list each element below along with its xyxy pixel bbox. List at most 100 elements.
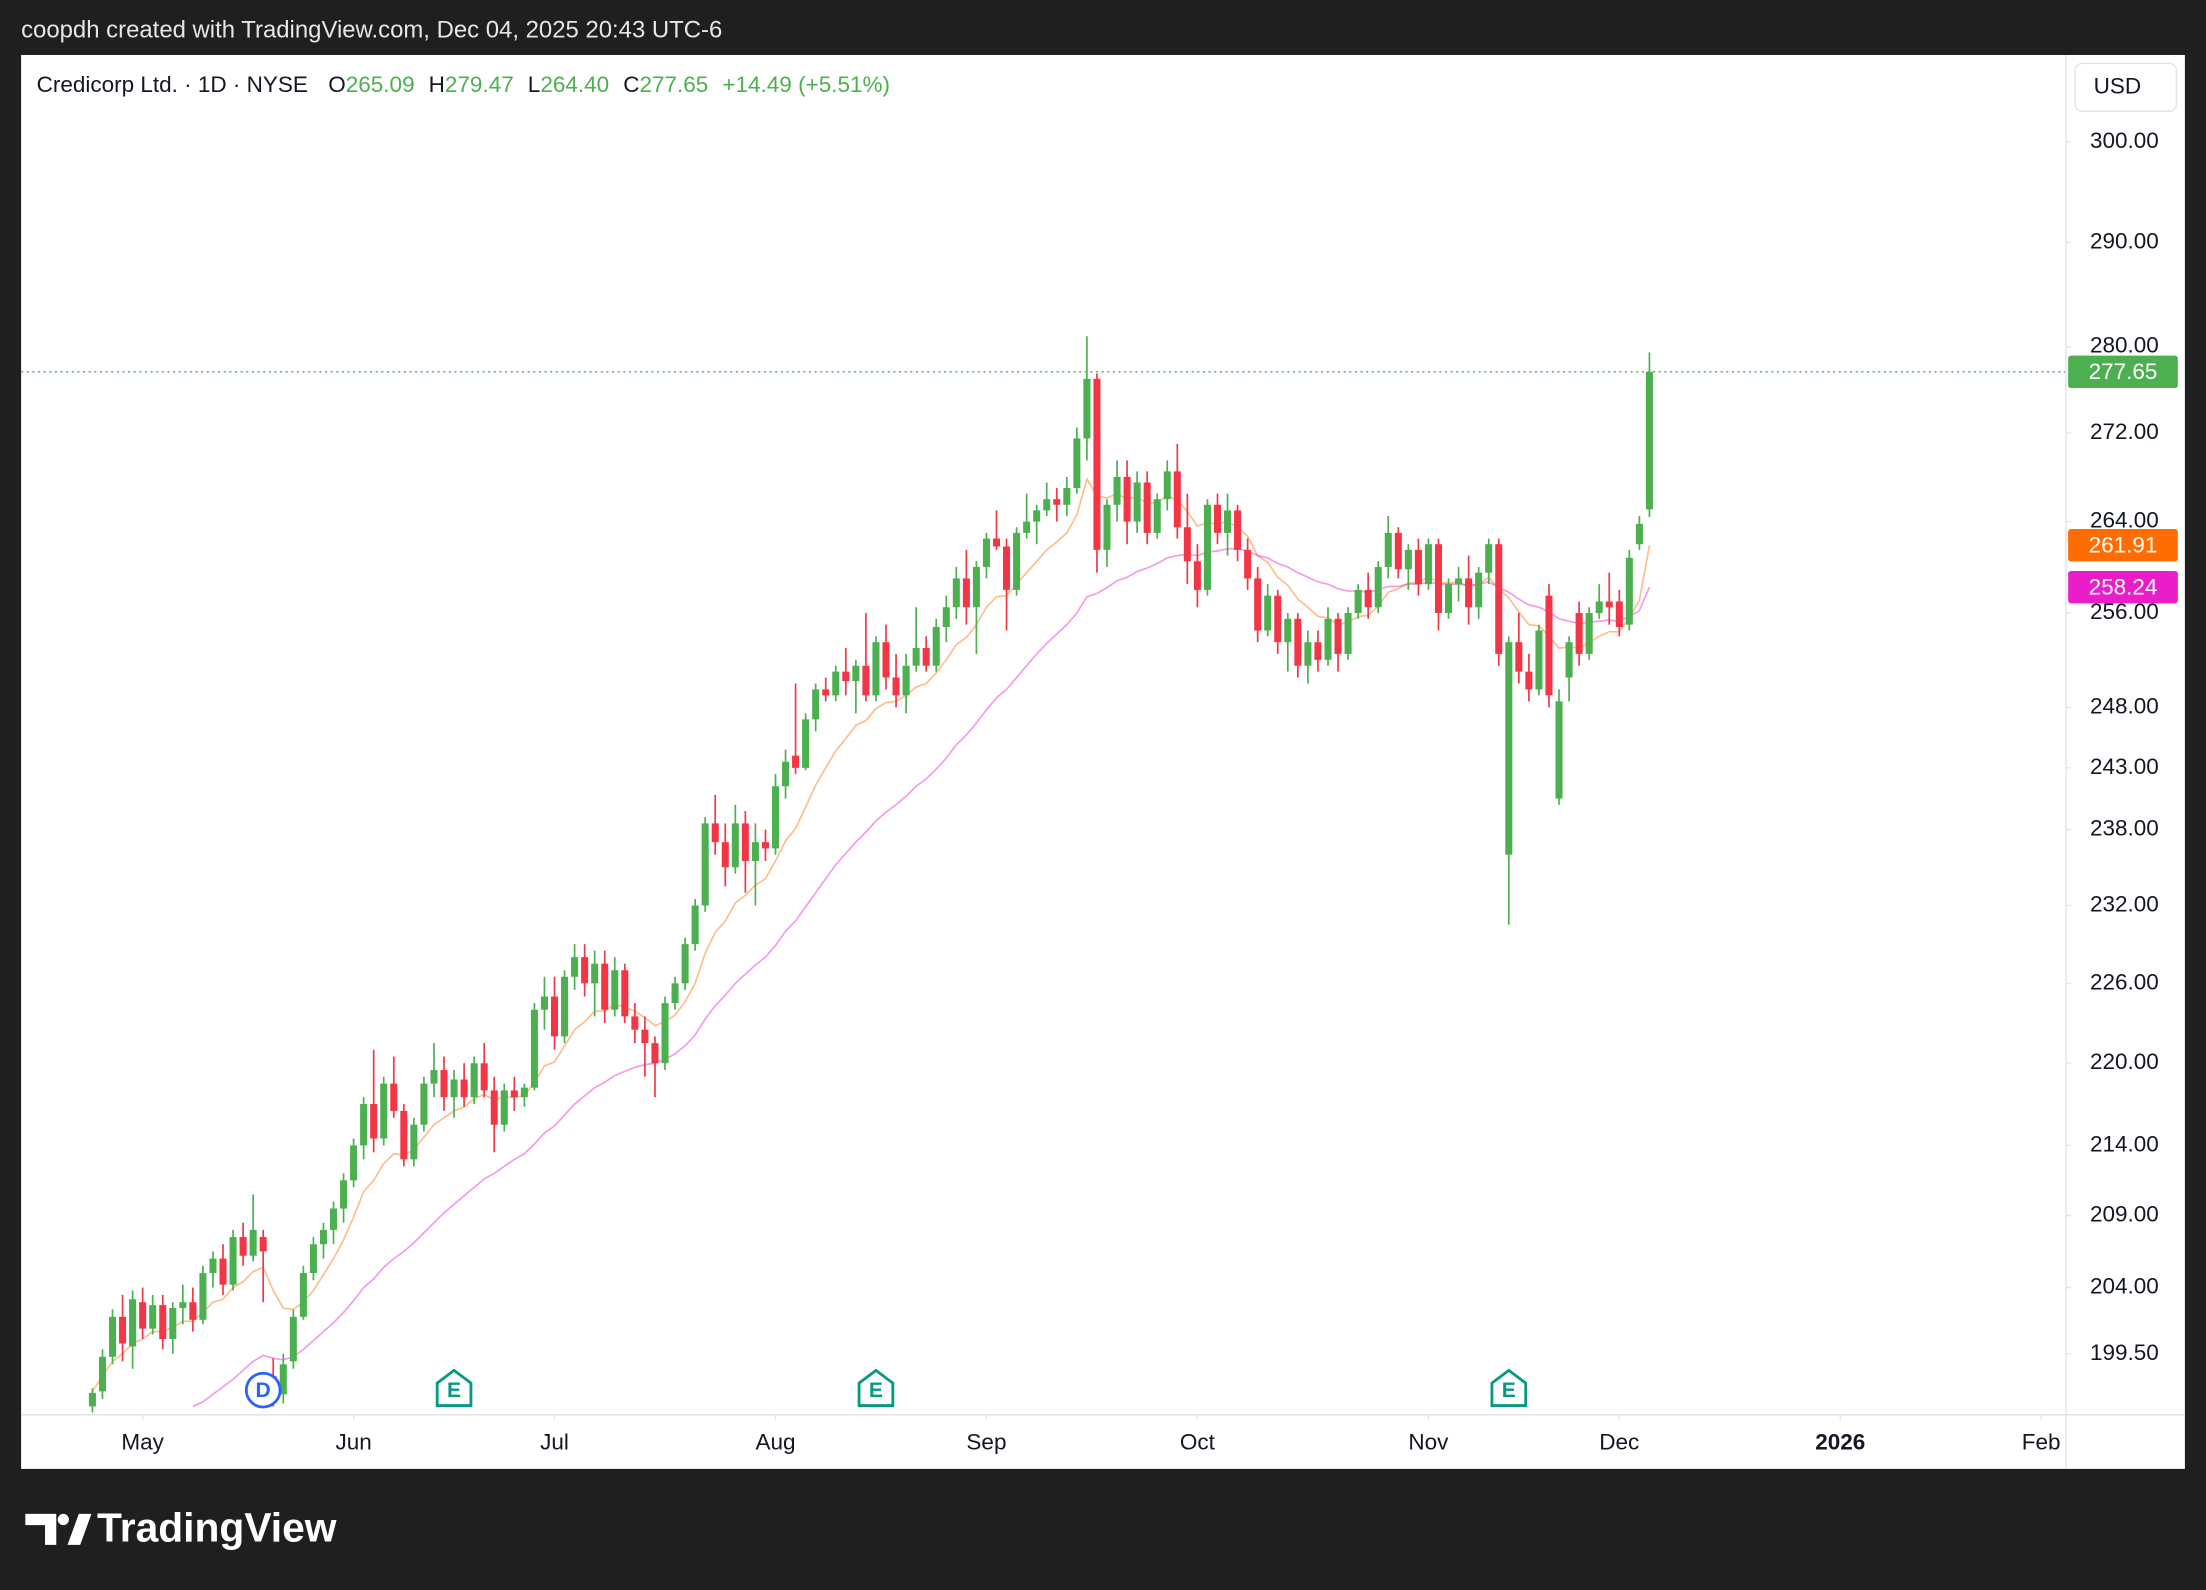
event-marker xyxy=(435,1368,473,1407)
price-tag xyxy=(2068,355,2178,389)
candle-body xyxy=(209,1258,217,1274)
candle-body xyxy=(1203,504,1211,590)
candle-body xyxy=(530,1009,538,1088)
candle-body xyxy=(771,786,780,849)
candle-body xyxy=(199,1273,207,1320)
candle-body xyxy=(1324,618,1332,660)
candle-body xyxy=(782,761,790,787)
candle-body xyxy=(862,665,870,696)
candle-body xyxy=(460,1079,468,1098)
y-tick-label: 248.00 xyxy=(2090,693,2159,718)
event-label: E xyxy=(447,1379,461,1402)
y-tick-label: 280.00 xyxy=(2090,333,2159,358)
candle-body xyxy=(1053,499,1061,505)
moving-average xyxy=(91,477,1651,1392)
ohlc-value: 277.65 xyxy=(639,72,708,97)
candle-body xyxy=(299,1273,307,1317)
candle-body xyxy=(390,1083,398,1111)
candle-body xyxy=(279,1364,287,1395)
candle-body xyxy=(1404,549,1412,570)
candle-body xyxy=(1434,544,1443,614)
y-tick-label: 220.00 xyxy=(2090,1049,2159,1074)
candle-body xyxy=(751,842,759,861)
x-tick-label: Oct xyxy=(1180,1430,1216,1455)
candle-body xyxy=(1424,544,1432,585)
candle-body xyxy=(661,1003,669,1064)
candle-body xyxy=(1565,642,1573,678)
candle-body xyxy=(1354,589,1362,614)
candle-body xyxy=(942,607,950,627)
candle-body xyxy=(179,1302,187,1309)
candle-body xyxy=(1284,618,1292,643)
logo-slash xyxy=(67,1513,92,1545)
currency-button[interactable] xyxy=(2074,62,2178,112)
candle-body xyxy=(741,823,749,861)
ohlc-label: C xyxy=(623,72,639,97)
candle-body xyxy=(1605,601,1613,608)
x-tick-label: Jul xyxy=(540,1430,569,1455)
candle-body xyxy=(1224,510,1232,533)
candle-body xyxy=(1374,566,1382,608)
candle-body xyxy=(1093,378,1101,550)
candle-body xyxy=(852,665,860,682)
candle-body xyxy=(591,963,599,984)
candle-body xyxy=(1364,589,1372,608)
candle-body xyxy=(1334,618,1342,654)
candle-body xyxy=(1645,371,1653,510)
ohlc-label: O xyxy=(328,72,346,97)
currency-label: USD xyxy=(2094,73,2142,98)
event-marker xyxy=(1490,1368,1528,1407)
candle-body xyxy=(500,1090,508,1125)
y-tick-label: 226.00 xyxy=(2090,969,2159,994)
candle-body xyxy=(952,578,960,608)
symbol: Credicorp Ltd. · 1D · NYSE xyxy=(37,72,308,97)
candle-body xyxy=(1083,378,1091,439)
candle-body xyxy=(832,671,840,696)
candle-body xyxy=(1213,504,1222,533)
candle-body xyxy=(1475,572,1483,608)
brand: TradingView xyxy=(25,1505,337,1551)
candle-body xyxy=(1414,549,1422,585)
candle-body xyxy=(229,1237,237,1285)
candle-body xyxy=(309,1244,317,1274)
candle-body xyxy=(159,1305,167,1340)
candle-body xyxy=(1153,499,1161,533)
y-tick-label: 232.00 xyxy=(2090,891,2159,916)
x-tick-label: Dec xyxy=(1599,1430,1639,1455)
y-tick-label: 243.00 xyxy=(2090,754,2159,779)
candle-body xyxy=(1173,471,1181,528)
candle-body xyxy=(1585,613,1593,654)
candle-body xyxy=(701,823,709,906)
candle-body xyxy=(1143,482,1151,533)
candle-body xyxy=(1455,578,1463,585)
x-tick-label: Sep xyxy=(966,1430,1006,1455)
candle-body xyxy=(259,1237,267,1252)
candle-body xyxy=(571,957,579,977)
candle-body xyxy=(972,566,980,608)
candle-body xyxy=(289,1316,297,1362)
candle-body xyxy=(249,1229,257,1256)
candle-body xyxy=(1073,438,1081,489)
candle-body xyxy=(1163,471,1171,500)
chart-panel xyxy=(21,54,2185,1469)
event-label: E xyxy=(1502,1379,1516,1402)
candle-body xyxy=(239,1237,247,1256)
candle-body xyxy=(430,1070,438,1084)
candle-body xyxy=(922,648,930,666)
y-tick-label: 209.00 xyxy=(2090,1202,2159,1227)
candle-body xyxy=(882,642,890,678)
candle-body xyxy=(219,1258,227,1285)
ohlc-value: 264.40 xyxy=(540,72,609,97)
candle-body xyxy=(802,719,810,768)
candle-body xyxy=(892,677,900,696)
moving-average xyxy=(192,547,1651,1408)
candle-body xyxy=(319,1229,327,1245)
candle-body xyxy=(1545,595,1553,696)
candle-body xyxy=(350,1145,358,1181)
candle-body xyxy=(189,1302,197,1320)
y-tick-label: 204.00 xyxy=(2090,1274,2159,1299)
y-tick-label: 214.00 xyxy=(2090,1131,2159,1156)
candle-body xyxy=(1103,504,1111,550)
event-label: D xyxy=(256,1379,271,1402)
